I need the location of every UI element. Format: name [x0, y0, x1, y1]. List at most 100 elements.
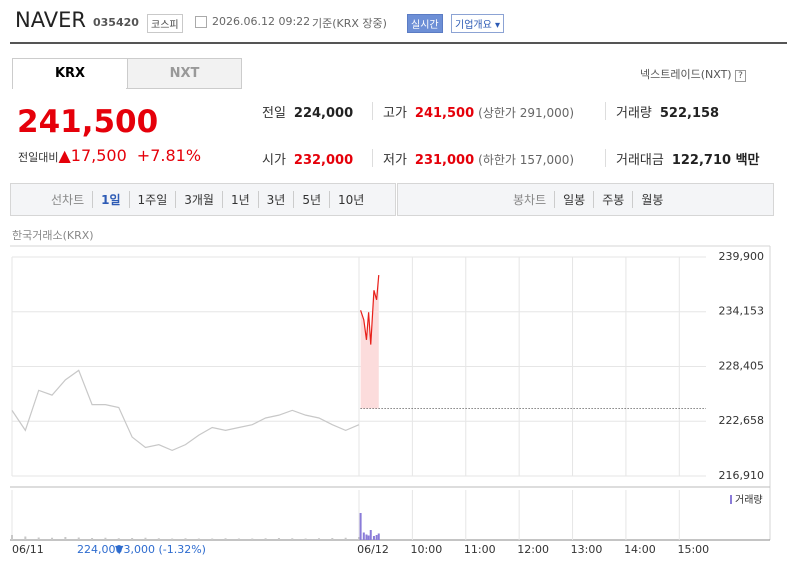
volume-bar [144, 537, 147, 540]
stat-label: 저가 [383, 153, 407, 168]
stat: 고가 241,500 (상한가 291,000) [383, 102, 574, 121]
sep [605, 102, 606, 120]
volume-bar [277, 538, 280, 540]
stat-label: 거래대금 [616, 153, 664, 168]
period-option[interactable]: 3년 [257, 191, 294, 208]
volume-bar [251, 538, 254, 540]
stat-value: 522,158 [659, 106, 720, 121]
nxt-link-text: 넥스트레이드(NXT) [640, 68, 732, 81]
stat-value: 224,000 [293, 106, 354, 121]
volume-bar [64, 537, 67, 540]
period-bar: 선차트 1일 1주일 3개월 1년 3년 5년 10년 [10, 183, 396, 216]
period-option[interactable]: 1주일 [128, 191, 176, 208]
period-option[interactable]: 5년 [293, 191, 329, 208]
candle-option[interactable]: 일봉 [554, 191, 593, 208]
header-rule [10, 42, 787, 44]
period-option[interactable]: 1일 [92, 191, 128, 208]
volume-bar [344, 537, 347, 540]
stat-value: 122,710 백만 [671, 153, 760, 168]
volume-bar [331, 538, 334, 540]
prev-change: ▼3,000 (-1.32%) [115, 543, 206, 556]
period-option[interactable]: 1년 [221, 191, 258, 208]
volume-bar [377, 533, 380, 540]
volume-bar [131, 538, 134, 540]
volume-bar [304, 538, 307, 540]
period-option: 선차트 [51, 193, 85, 207]
area [360, 275, 379, 409]
x-tick-label: 12:00 [517, 543, 549, 556]
volume-bar [91, 538, 94, 540]
change-pct: +7.81% [136, 146, 202, 165]
volume-bar [37, 537, 40, 540]
tab-krx[interactable]: KRX [12, 58, 128, 89]
volume-bar [367, 535, 370, 540]
stat-label: 시가 [262, 153, 286, 168]
y-tick-label: 239,900 [719, 250, 765, 263]
stat: 거래량 522,158 [616, 102, 719, 121]
chart-source: 한국거래소(KRX) [12, 229, 94, 242]
stat: 시가 232,000 [262, 149, 353, 168]
prev-close: 224,000 [77, 543, 123, 556]
volume-bar [104, 537, 107, 540]
volume-bar [237, 538, 240, 540]
volume-bar [224, 538, 227, 540]
x-tick-label: 06/11 [12, 543, 44, 556]
volume-legend: 거래량 [735, 494, 763, 506]
nxt-link[interactable]: 넥스트레이드(NXT) ? [640, 66, 746, 82]
volume-bar [11, 535, 13, 540]
volume-bar [362, 532, 365, 540]
candle-bar: 봉차트 일봉 주봉 월봉 [397, 183, 774, 216]
candle-option[interactable]: 주봉 [593, 191, 632, 208]
volume-bar [372, 536, 375, 540]
x-tick-label: 06/12 [357, 543, 389, 556]
sep [372, 149, 373, 167]
datetime: 2026.06.12 09:22 [212, 15, 311, 28]
stat: 저가 231,000 (하한가 157,000) [383, 149, 574, 168]
volume-bar [211, 538, 214, 540]
volume-bar [358, 537, 360, 540]
x-tick-label: 14:00 [624, 543, 656, 556]
volume-bar [197, 538, 200, 540]
stock-code: 035420 [93, 16, 139, 29]
volume-bar [264, 538, 267, 540]
volume-bar [365, 534, 368, 540]
volume-bar [184, 538, 187, 540]
period-option[interactable]: 3개월 [175, 191, 222, 208]
current-price: 241,500 [17, 104, 159, 140]
period-option[interactable]: 10년 [329, 191, 372, 208]
tab-rule [126, 88, 240, 89]
candle-option[interactable]: 월봉 [632, 191, 671, 208]
stat-value: 231,000 [414, 153, 475, 168]
basis: 기준(KRX 장중) [312, 17, 387, 30]
candle-option: 봉차트 [513, 193, 547, 207]
volume-bar [369, 530, 372, 540]
x-tick-label: 10:00 [411, 543, 443, 556]
volume-bar [51, 537, 54, 540]
stat-label: 거래량 [616, 106, 652, 121]
y-tick-label: 228,405 [719, 360, 765, 373]
company-info-button[interactable]: 기업개요 ▾ [451, 14, 505, 33]
volume-bar [77, 537, 80, 540]
x-tick-label: 11:00 [464, 543, 496, 556]
company-info: 기업개요 [455, 20, 492, 31]
stat-label: 고가 [383, 106, 407, 121]
x-tick-label: 15:00 [677, 543, 709, 556]
x-tick-label: 13:00 [571, 543, 603, 556]
stat: 전일 224,000 [262, 102, 353, 121]
volume-bar [359, 513, 362, 540]
calendar-icon [195, 16, 207, 28]
volume-bar [24, 536, 27, 540]
y-tick-label: 222,658 [719, 414, 765, 427]
volume-bar [375, 535, 378, 540]
realtime-button[interactable]: 실시간 [407, 14, 443, 33]
price-line [11, 369, 360, 452]
y-tick-label: 216,910 [719, 469, 765, 482]
y-tick-label: 234,153 [719, 305, 765, 318]
stat: 거래대금 122,710 백만 [616, 149, 760, 168]
stat-note: (상한가 291,000) [478, 106, 575, 120]
stat-value: 232,000 [293, 153, 354, 168]
stat-value: 241,500 [414, 106, 475, 121]
change-row: 전일대비 ▲ 17,500 +7.81% [18, 146, 201, 165]
